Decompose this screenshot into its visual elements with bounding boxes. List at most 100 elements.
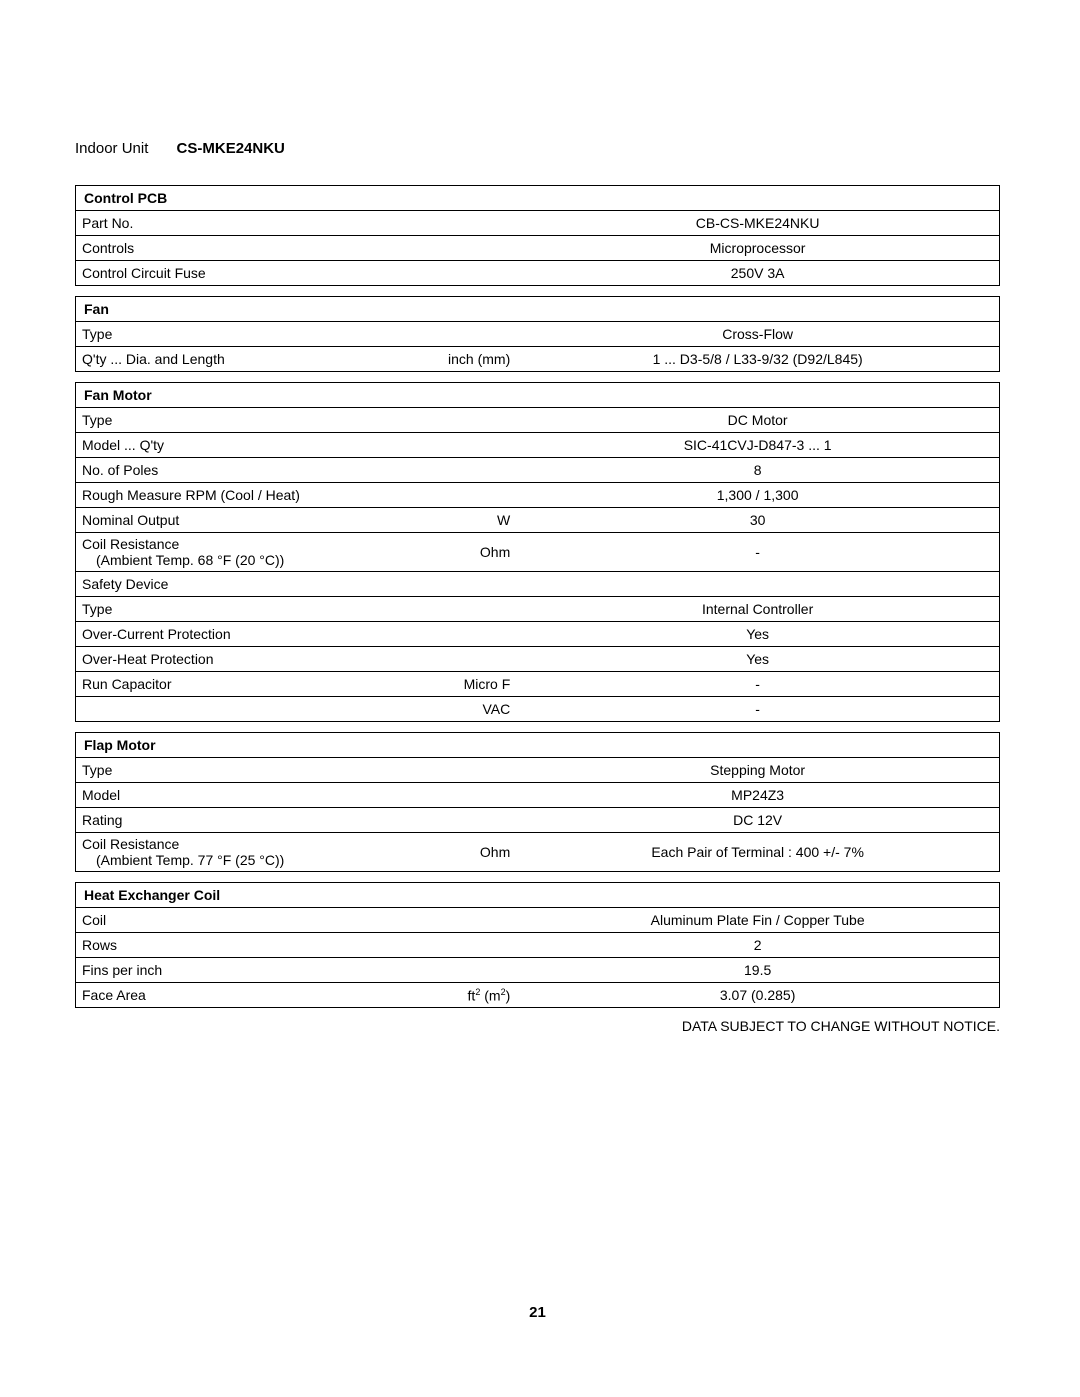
- title-model: CS-MKE24NKU: [177, 140, 285, 157]
- value: Yes: [516, 622, 999, 647]
- value: 3.07 (0.285): [516, 983, 999, 1008]
- section-header: Heat Exchanger Coil: [75, 882, 1000, 907]
- value: 30: [516, 508, 999, 533]
- label: Face Area: [76, 983, 403, 1008]
- section-flap-motor: Flap Motor TypeStepping Motor ModelMP24Z…: [75, 732, 1000, 872]
- unit: [402, 758, 516, 783]
- value: 1 ... D3-5/8 / L33-9/32 (D92/L845): [516, 347, 999, 372]
- spec-table: Coil Aluminum Plate Fin / Copper Tube Row…: [75, 907, 1000, 1008]
- value: 1,300 / 1,300: [516, 483, 999, 508]
- label-cont: (Ambient Temp. 68 °F (20 °C)): [82, 552, 284, 568]
- unit: Micro F: [402, 672, 516, 697]
- unit: [402, 908, 516, 933]
- table-row: Part No. CB-CS-MKE24NKU: [76, 211, 1000, 236]
- label: Safety Device: [76, 572, 403, 597]
- label: Type: [76, 597, 403, 622]
- page-title: Indoor Unit CS-MKE24NKU: [75, 140, 1000, 157]
- table-row: Type Internal Controller: [76, 597, 1000, 622]
- table-row: TypeDC Motor: [76, 408, 1000, 433]
- section-fan: Fan Type Cross-Flow Q'ty ... Dia. and Len…: [75, 296, 1000, 372]
- section-header: Fan Motor: [75, 382, 1000, 407]
- spec-table: TypeStepping Motor Model MP24Z3 Rating DC …: [75, 757, 1000, 872]
- table-row: Model MP24Z3: [76, 783, 1000, 808]
- spec-table: Part No.CB-CS-MKE24NKU ControlsMicroproc…: [75, 210, 1000, 286]
- value: Microprocessor: [516, 236, 999, 261]
- section-header: Fan: [75, 296, 1000, 321]
- label: Coil Resistance(Ambient Temp. 68 °F (20 …: [76, 533, 403, 572]
- unit: Ohm: [402, 533, 516, 572]
- spec-table: TypeDC Motor Model ... Q'tySIC-41CVJ-D84…: [75, 407, 1000, 722]
- section-header: Control PCB: [75, 185, 1000, 210]
- unit: [402, 261, 516, 286]
- label: Part No.: [76, 211, 403, 236]
- value: 250V 3A: [516, 261, 999, 286]
- label: Type: [76, 322, 403, 347]
- label: Control Circuit Fuse: [76, 261, 403, 286]
- label: No. of Poles: [76, 458, 403, 483]
- table-row: Coil Aluminum Plate Fin / Copper Tube: [76, 908, 1000, 933]
- table-row: TypeStepping Motor: [76, 758, 1000, 783]
- unit: [402, 808, 516, 833]
- spec-table: Type Cross-Flow Q'ty ... Dia. and Lengthi…: [75, 321, 1000, 372]
- unit: inch (mm): [402, 347, 516, 372]
- unit: [402, 958, 516, 983]
- value: DC Motor: [516, 408, 999, 433]
- value: -: [516, 672, 999, 697]
- unit: [402, 322, 516, 347]
- table-row: Q'ty ... Dia. and Lengthinch (mm)1 ... D…: [76, 347, 1000, 372]
- value: DC 12V: [516, 808, 999, 833]
- label: Coil: [76, 908, 403, 933]
- table-row: Over-Current Protection Yes: [76, 622, 1000, 647]
- label: Rows: [76, 933, 403, 958]
- value: MP24Z3: [516, 783, 999, 808]
- label-text: Coil Resistance: [82, 536, 179, 552]
- unit: [402, 211, 516, 236]
- value: Internal Controller: [516, 597, 999, 622]
- label: Model ... Q'ty: [76, 433, 403, 458]
- label: Coil Resistance(Ambient Temp. 77 °F (25 …: [76, 833, 403, 872]
- unit: [402, 597, 516, 622]
- value: [516, 572, 999, 597]
- section-control-pcb: Control PCB Part No. CB-CS-MKE24NKU Contr…: [75, 185, 1000, 286]
- value: CB-CS-MKE24NKU: [516, 211, 999, 236]
- value: 8: [516, 458, 999, 483]
- table-row: Type Cross-Flow: [76, 322, 1000, 347]
- label: Model: [76, 783, 403, 808]
- label: Nominal Output: [76, 508, 403, 533]
- table-row: Fins per inch 19.5: [76, 958, 1000, 983]
- label: Over-Heat Protection: [76, 647, 403, 672]
- table-row: Run CapacitorMicro F-: [76, 672, 1000, 697]
- label: Over-Current Protection: [76, 622, 403, 647]
- unit: VAC: [402, 697, 516, 722]
- unit: [402, 236, 516, 261]
- label: Rating: [76, 808, 403, 833]
- unit: [402, 408, 516, 433]
- table-row: Over-Heat ProtectionYes: [76, 647, 1000, 672]
- table-row: Safety Device: [76, 572, 1000, 597]
- label: Q'ty ... Dia. and Length: [76, 347, 403, 372]
- label: Type: [76, 758, 403, 783]
- table-row: Control Circuit Fuse 250V 3A: [76, 261, 1000, 286]
- value: 19.5: [516, 958, 999, 983]
- value: 2: [516, 933, 999, 958]
- value: Each Pair of Terminal : 400 +/- 7%: [516, 833, 999, 872]
- unit: [402, 647, 516, 672]
- unit: [402, 433, 516, 458]
- label-text: Coil Resistance: [82, 836, 179, 852]
- value: -: [516, 533, 999, 572]
- unit: [402, 622, 516, 647]
- value: Aluminum Plate Fin / Copper Tube: [516, 908, 999, 933]
- unit: Ohm: [402, 833, 516, 872]
- table-row: Rough Measure RPM (Cool / Heat)1,300 / 1…: [76, 483, 1000, 508]
- table-row: VAC-: [76, 697, 1000, 722]
- label-cont: (Ambient Temp. 77 °F (25 °C)): [82, 852, 284, 868]
- table-row: No. of Poles 8: [76, 458, 1000, 483]
- table-row: Rating DC 12V: [76, 808, 1000, 833]
- label: Run Capacitor: [76, 672, 403, 697]
- value: Cross-Flow: [516, 322, 999, 347]
- table-row: Model ... Q'tySIC-41CVJ-D847-3 ... 1: [76, 433, 1000, 458]
- section-heat-exchanger: Heat Exchanger Coil Coil Aluminum Plate F…: [75, 882, 1000, 1008]
- section-fan-motor: Fan Motor TypeDC Motor Model ... Q'tySIC…: [75, 382, 1000, 722]
- label: Fins per inch: [76, 958, 403, 983]
- table-row: Rows 2: [76, 933, 1000, 958]
